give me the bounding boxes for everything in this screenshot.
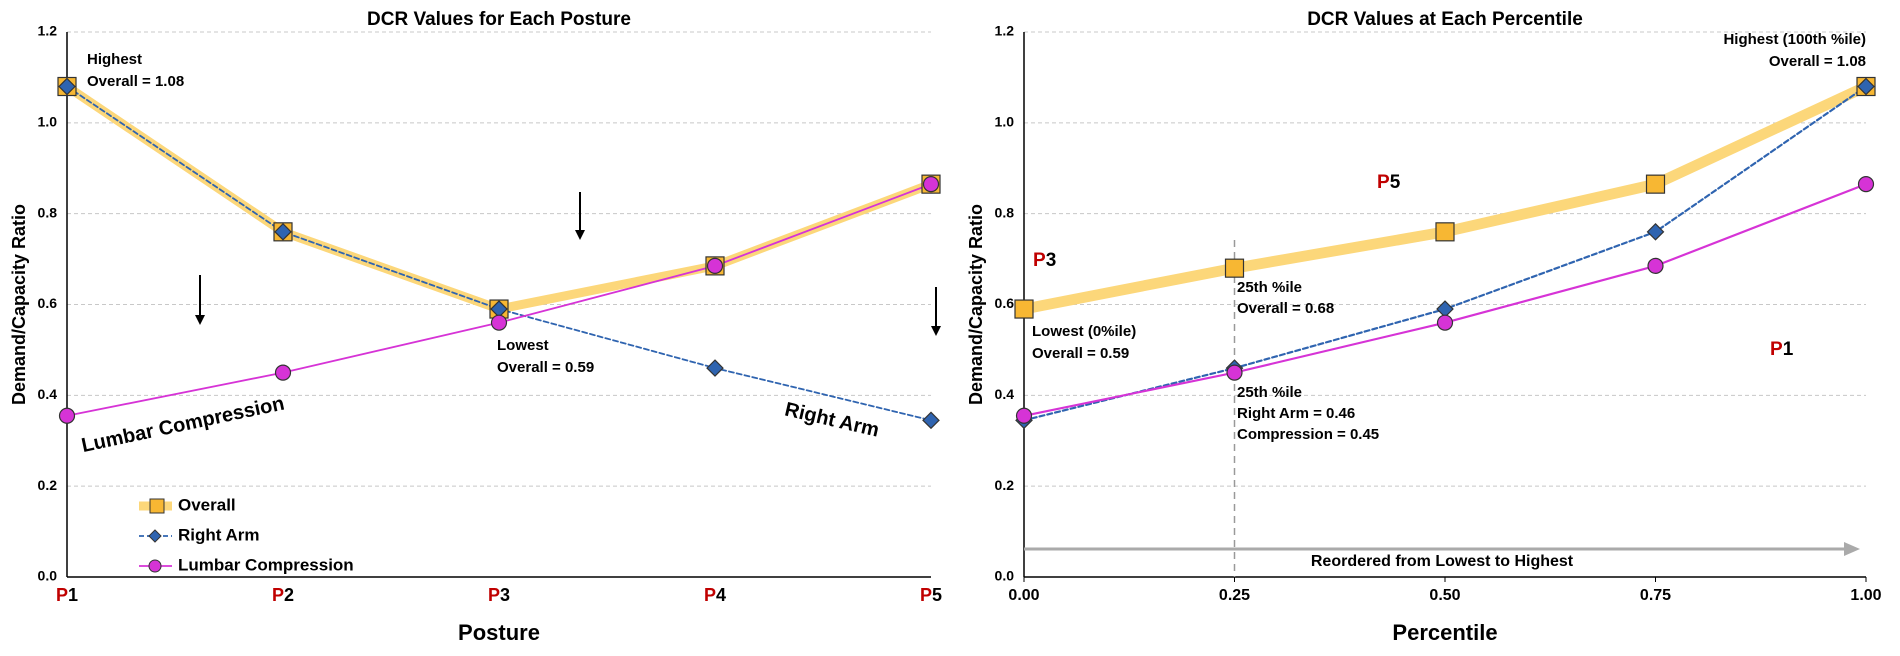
y-tick-label: 0.0: [995, 568, 1015, 584]
annotation: Highest: [87, 51, 142, 68]
chart-title: DCR Values for Each Posture: [367, 9, 631, 30]
marker: [706, 257, 724, 274]
marker: [1435, 222, 1455, 242]
x-tick-label: 0.50: [1429, 587, 1460, 604]
series-line: [62, 82, 936, 314]
annotation: Right Arm = 0.46: [1237, 405, 1355, 422]
y-tick-label: 1.0: [38, 114, 58, 130]
x-tick-label: P3: [488, 585, 510, 605]
x-tick-label: P2: [272, 585, 294, 605]
annotation: Lowest: [497, 337, 549, 354]
y-tick-label: 1.2: [38, 23, 58, 39]
annotation: Lowest (0%ile): [1032, 323, 1136, 340]
marker: [1646, 222, 1665, 241]
annotation: 25th %ile: [1237, 384, 1302, 401]
x-tick-label: 1.00: [1850, 587, 1881, 604]
marker: [274, 222, 292, 241]
x-tick-label: 0.75: [1640, 587, 1671, 604]
chart-title: DCR Values at Each Percentile: [1307, 9, 1583, 30]
annotation: P5: [1377, 172, 1401, 193]
annotation: Overall = 0.59: [1032, 345, 1129, 362]
x-tick-label: P4: [704, 585, 726, 605]
y-tick-label: 0.4: [995, 386, 1015, 402]
marker: [1647, 257, 1664, 274]
x-axis-title: Percentile: [1392, 620, 1497, 645]
marker: [490, 314, 508, 331]
marker: [58, 77, 76, 96]
marker: [58, 407, 76, 424]
y-tick-label: 1.0: [995, 114, 1015, 130]
annotation: Overall = 1.08: [87, 73, 184, 90]
y-tick-label: 0.8: [995, 204, 1015, 220]
load-arrowhead: [195, 315, 205, 325]
series-line: [1022, 183, 1868, 417]
marker: [1436, 314, 1454, 331]
y-tick-label: 0.2: [38, 477, 58, 493]
y-tick-label: 0.0: [38, 568, 58, 584]
y-axis-title: Demand/Capacity Ratio: [966, 204, 986, 405]
y-axis-title: Demand/Capacity Ratio: [9, 204, 29, 405]
y-tick-label: 0.4: [38, 386, 58, 402]
annotation: P1: [1770, 339, 1794, 360]
legend-label: Overall: [178, 495, 236, 514]
annotation: Overall = 0.59: [497, 359, 594, 376]
legend-marker: [148, 529, 162, 543]
series-line: [1022, 85, 1868, 422]
load-arrowhead: [575, 230, 585, 240]
annotation: Lumbar Compression: [80, 393, 287, 457]
y-tick-label: 1.2: [995, 23, 1015, 39]
y-tick-label: 0.2: [995, 477, 1015, 493]
annotation: Highest (100th %ile): [1723, 31, 1866, 48]
annotation: Reordered from Lowest to Highest: [1311, 553, 1574, 570]
legend-marker: [149, 498, 165, 514]
marker: [1015, 407, 1033, 424]
x-tick-label: P1: [56, 585, 78, 605]
order-arrowhead: [1844, 542, 1860, 556]
legend-label: Right Arm: [178, 525, 260, 544]
annotation: Overall = 1.08: [1769, 53, 1866, 70]
marker: [1645, 174, 1666, 194]
x-tick-label: P5: [920, 585, 942, 605]
annotation: Compression = 0.45: [1237, 426, 1379, 443]
x-axis-title: Posture: [458, 620, 540, 645]
marker: [1857, 77, 1875, 96]
series-line: [1018, 81, 1872, 315]
y-tick-label: 0.8: [38, 204, 58, 220]
y-tick-label: 0.6: [995, 295, 1015, 311]
marker: [1224, 258, 1245, 278]
marker: [274, 364, 292, 381]
annotation: Overall = 0.68: [1237, 300, 1334, 317]
marker: [922, 176, 940, 193]
legend-marker: [148, 559, 162, 573]
marker: [1014, 299, 1034, 319]
annotation: P3: [1033, 250, 1056, 271]
x-tick-label: 0.25: [1219, 587, 1250, 604]
load-arrowhead: [931, 326, 941, 336]
marker: [1226, 364, 1243, 381]
marker: [706, 359, 724, 377]
x-tick-label: 0.00: [1008, 587, 1039, 604]
annotation: 25th %ile: [1237, 279, 1302, 296]
legend-label: Lumbar Compression: [178, 555, 354, 574]
y-tick-label: 0.6: [38, 295, 58, 311]
marker: [1857, 176, 1875, 193]
marker: [922, 411, 940, 430]
